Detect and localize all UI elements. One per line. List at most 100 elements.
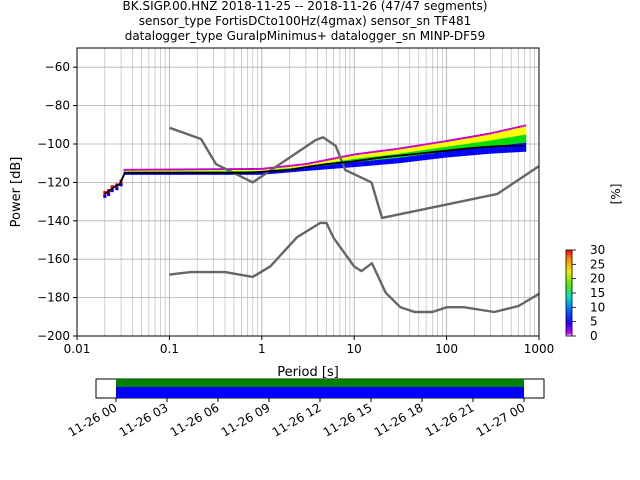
psd-cloud-mid: [215, 171, 219, 173]
psd-cloud-high: [333, 159, 337, 162]
psd-cloud-low: [448, 151, 452, 158]
psd-cloud-high: [344, 157, 348, 161]
psd-cloud-top: [465, 136, 469, 139]
psd-cloud-high: [520, 127, 524, 136]
psd-cloud-mid: [480, 141, 484, 148]
psd-cloud-high: [221, 170, 225, 172]
y-tick-label: −180: [37, 291, 70, 305]
psd-cloud-top: [321, 159, 325, 162]
coverage-tick-label: 11-26 18: [372, 400, 426, 439]
psd-cloud-low: [313, 166, 317, 171]
psd-cloud-top: [405, 146, 409, 149]
psd-cloud-top: [132, 168, 136, 171]
psd-cloud-top: [497, 130, 501, 133]
psd-cloud-top: [390, 148, 394, 151]
psd-cloud-top: [304, 163, 308, 166]
psd-cloud-top: [425, 143, 429, 146]
x-tick-label: 100: [435, 342, 458, 356]
psd-cloud-low: [356, 161, 360, 167]
psd-cloud-low: [385, 158, 389, 165]
psd-cloud-low: [480, 147, 484, 155]
psd-cloud-mid: [482, 141, 486, 148]
psd-cloud-low: [488, 146, 492, 154]
psd-cloud-top: [367, 151, 371, 154]
psd-cloud-low: [500, 145, 504, 154]
psd-cloud-mid: [500, 138, 504, 146]
psd-cloud-low: [439, 152, 443, 159]
psd-cloud-high: [500, 131, 504, 139]
psd-cloud-low: [318, 166, 322, 170]
psd-cloud-low: [477, 147, 481, 155]
psd-cloud-high: [523, 126, 527, 135]
psd-cloud-mid: [137, 171, 141, 173]
psd-cloud-low: [497, 145, 501, 154]
x-tick-label: 0.01: [64, 342, 91, 356]
psd-cloud-mid: [186, 171, 190, 173]
psd-cloud-mid: [129, 171, 133, 173]
psd-cloud-top: [212, 168, 216, 171]
psd-cloud-mid: [149, 171, 153, 173]
psd-cloud-low: [514, 143, 518, 153]
psd-cloud-high: [215, 170, 219, 172]
psd-cloud-top: [468, 135, 472, 138]
psd-cloud-top: [255, 167, 259, 170]
psd-cloud-top: [183, 168, 187, 171]
psd-cloud-mid: [517, 135, 521, 144]
psd-cloud-high: [146, 170, 150, 172]
psd-cloud-mid: [152, 171, 156, 173]
psd-cloud-low: [445, 151, 449, 158]
psd-cloud-low: [419, 154, 423, 161]
psd-cloud-top: [451, 139, 455, 142]
psd-cloud-low: [399, 157, 403, 163]
coverage-tick-label: 11-27 00: [474, 400, 528, 439]
psd-cloud-high: [267, 169, 271, 171]
psd-cloud-high: [425, 145, 429, 150]
psd-cloud-high: [465, 138, 469, 144]
psd-cloud-low: [382, 159, 386, 165]
psd-cloud-top: [232, 168, 236, 171]
coverage-tick-label: 11-26 03: [117, 400, 171, 439]
x-tick-label: 0.1: [160, 342, 179, 356]
psd-cloud-top: [471, 135, 475, 138]
psd-cloud-mid: [224, 171, 228, 173]
psd-cloud-low: [390, 158, 394, 164]
psd-cloud-low: [505, 144, 509, 153]
psd-cloud-top: [258, 167, 262, 170]
psd-cloud-high: [511, 129, 515, 137]
psd-cloud-top: [215, 168, 219, 171]
psd-cloud-high: [307, 164, 311, 166]
psd-cloud-high: [189, 170, 193, 172]
psd-cloud-high: [480, 135, 484, 142]
psd-cloud-low: [344, 163, 348, 168]
psd-cloud-top: [477, 134, 481, 137]
psd-cloud-top: [474, 134, 478, 137]
psd-cloud-mid: [157, 171, 161, 173]
psd-cloud-top: [290, 164, 294, 167]
psd-cloud-top: [295, 164, 299, 167]
psd-cloud-mid: [175, 171, 179, 173]
psd-cloud-top: [146, 168, 150, 171]
colorbar-scale: [565, 249, 573, 337]
colorbar-tick-label: 20: [590, 272, 605, 286]
psd-cloud-top: [264, 167, 268, 170]
psd-cloud-top: [284, 165, 288, 168]
psd-cloud-top: [523, 124, 527, 127]
psd-cloud-high: [295, 166, 299, 168]
psd-cloud-high: [350, 155, 354, 160]
psd-cloud-top: [241, 168, 245, 171]
psd-cloud-short: [107, 193, 111, 196]
psd-cloud-high: [143, 170, 147, 172]
psd-cloud-high: [132, 170, 136, 172]
psd-cloud-top: [445, 140, 449, 143]
psd-cloud-high: [376, 152, 380, 157]
x-axis-label: Period [s]: [277, 365, 339, 380]
psd-cloud-low: [310, 167, 314, 171]
noise-models: [168, 126, 540, 314]
y-tick-label: −200: [37, 329, 70, 343]
psd-cloud-top: [459, 137, 463, 140]
psd-cloud-mid: [218, 171, 222, 173]
psd-cloud-high: [232, 170, 236, 172]
psd-cloud-mid: [203, 171, 207, 173]
psd-cloud-low: [324, 165, 328, 170]
psd-cloud-top: [189, 168, 193, 171]
